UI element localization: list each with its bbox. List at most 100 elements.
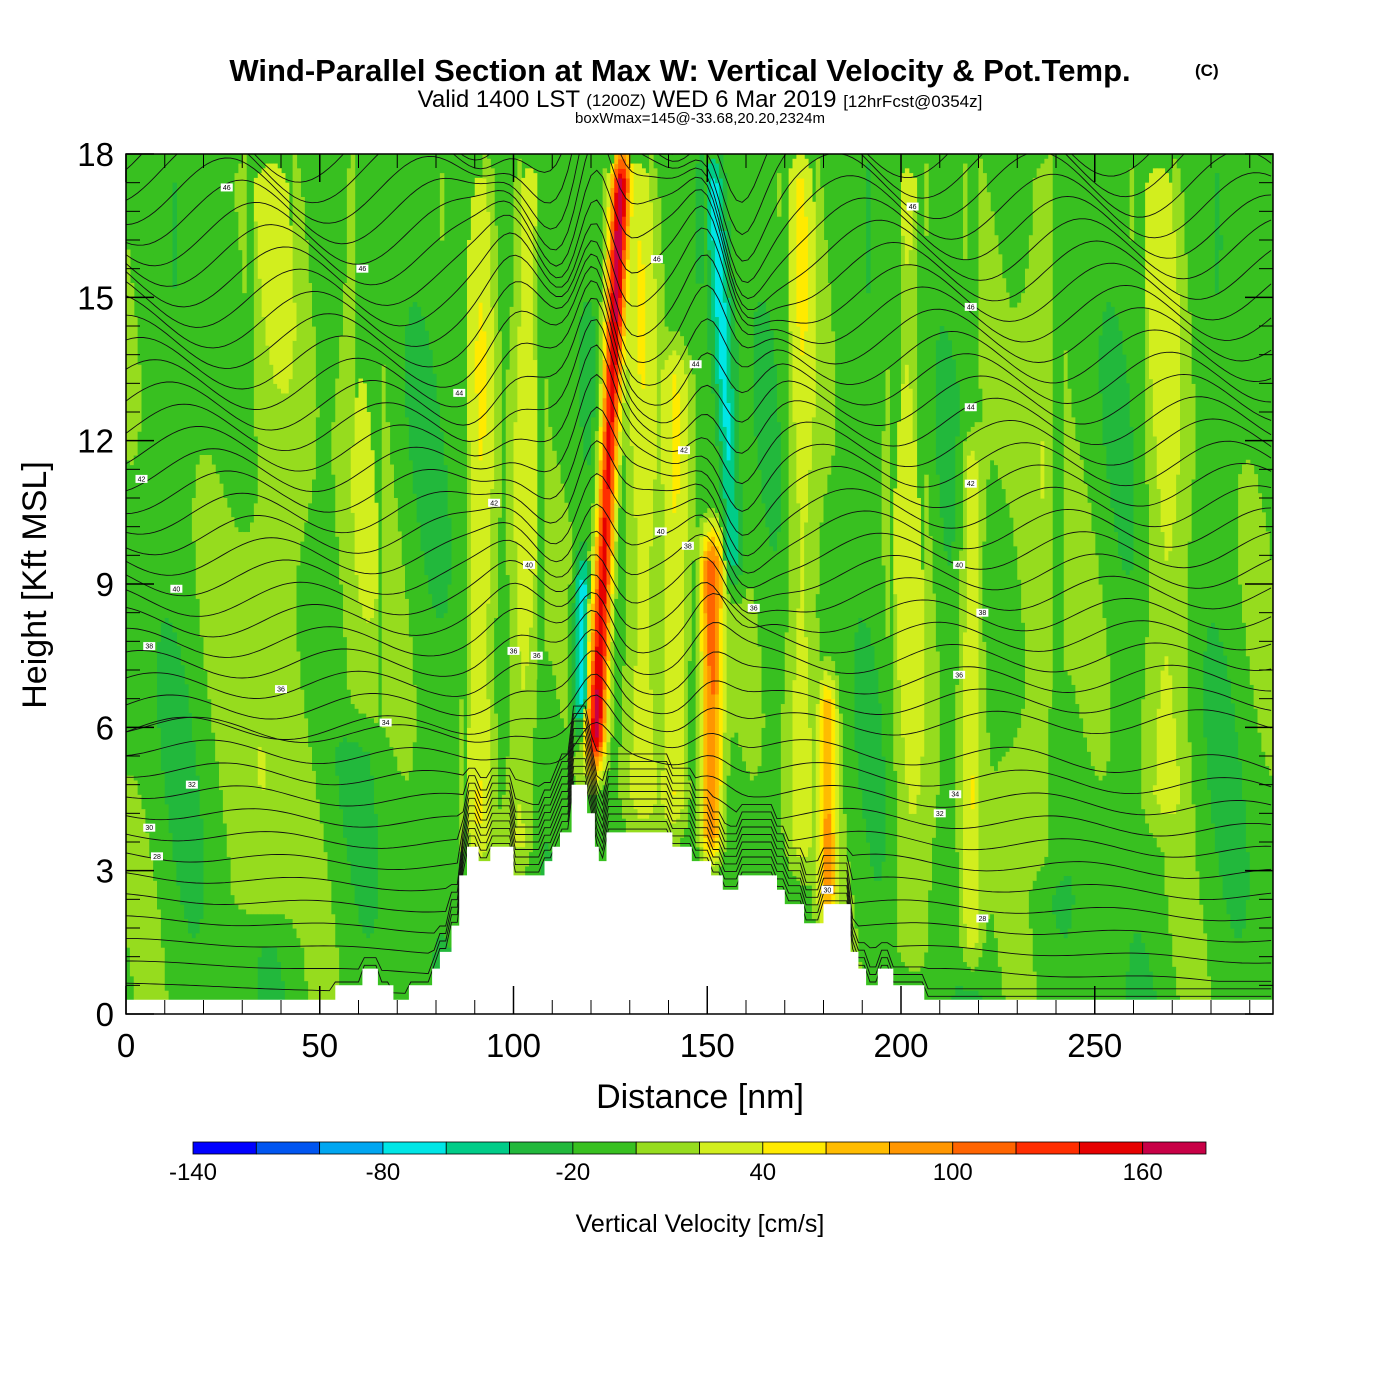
copyright-mark: (C) [1195, 61, 1219, 80]
velocity-cell [207, 698, 212, 1014]
velocity-cell [591, 316, 596, 418]
velocity-cell [172, 861, 177, 1014]
colorbar-tick-label: 100 [933, 1159, 973, 1186]
velocity-cell [858, 302, 863, 619]
velocity-cell [777, 216, 782, 423]
velocity-cell [346, 741, 352, 862]
velocity-cell [997, 966, 1003, 1014]
velocity-cell [1059, 670, 1065, 881]
velocity-cell [730, 603, 735, 738]
velocity-cell [467, 727, 472, 834]
velocity-cell [331, 474, 336, 915]
velocity-cell [393, 498, 398, 757]
velocity-cell [629, 799, 635, 838]
velocity-cell [777, 531, 782, 1014]
velocity-cell [1238, 474, 1243, 585]
isentrope-line [126, 265, 1272, 390]
velocity-cell [1176, 292, 1181, 475]
velocity-cell [711, 560, 716, 695]
velocity-cell [1245, 851, 1251, 900]
velocity-cell [168, 832, 174, 1014]
isentrope-label: 28 [976, 914, 989, 923]
velocity-cell [184, 918, 189, 1014]
velocity-cell [1013, 158, 1018, 308]
velocity-cell [598, 746, 604, 757]
velocity-cell [788, 168, 794, 332]
velocity-cell [521, 822, 526, 848]
velocity-cell [664, 359, 670, 819]
velocity-cell [963, 961, 968, 991]
velocity-cell [885, 201, 890, 370]
velocity-cell [707, 249, 712, 351]
isentrope-line [126, 773, 1272, 990]
velocity-cell [385, 206, 391, 423]
velocity-cell [757, 646, 763, 767]
velocity-cell [184, 684, 189, 920]
velocity-cell [831, 698, 836, 834]
velocity-cell [242, 908, 247, 1014]
velocity-cell [594, 612, 600, 647]
velocity-cell [718, 846, 724, 867]
velocity-cell [594, 646, 600, 690]
velocity-cell [482, 330, 487, 437]
velocity-cell [470, 197, 476, 848]
colorbar-swatch [889, 1141, 954, 1155]
velocity-cell [486, 158, 491, 212]
velocity-cell [405, 779, 410, 1014]
velocity-cell [1032, 971, 1038, 1014]
velocity-cell [870, 646, 875, 867]
velocity-cell [924, 163, 929, 236]
velocity-cell [687, 354, 693, 662]
velocity-cell [172, 182, 177, 289]
svg-text:36: 36 [955, 672, 963, 679]
velocity-cell [532, 574, 538, 728]
isentrope-line [126, 705, 1272, 816]
isentrope-label: 40 [170, 584, 183, 593]
velocity-cell [579, 560, 584, 580]
isentrope-label: 36 [747, 603, 760, 612]
velocity-cell [370, 717, 375, 776]
velocity-cell [970, 450, 976, 776]
velocity-cell [591, 631, 596, 662]
velocity-cell [854, 751, 859, 929]
velocity-cell [823, 684, 828, 700]
velocity-cell [168, 302, 174, 623]
velocity-cell [703, 306, 708, 513]
velocity-cell [722, 302, 728, 427]
velocity-cell [1017, 302, 1022, 580]
velocity-cell [1005, 751, 1011, 1014]
velocity-cell [951, 359, 956, 542]
velocity-cell [796, 154, 801, 179]
velocity-cell [343, 636, 348, 738]
velocity-cell [687, 779, 693, 800]
velocity-cell [505, 168, 511, 370]
svg-text:44: 44 [455, 390, 463, 397]
velocity-cell [405, 598, 410, 781]
velocity-cell [982, 942, 987, 1014]
velocity-cell [769, 330, 774, 547]
velocity-cell [819, 908, 825, 929]
velocity-cell [1067, 928, 1073, 1014]
velocity-cell [195, 775, 201, 934]
velocity-cell [366, 622, 371, 719]
velocity-cell [424, 330, 429, 576]
velocity-cell [153, 273, 158, 881]
velocity-cell [594, 689, 600, 738]
velocity-cell [885, 636, 890, 1014]
velocity-cell [1238, 584, 1243, 762]
velocity-cell [684, 302, 689, 346]
velocity-cell [242, 292, 247, 533]
isentrope-lines [126, 154, 1272, 997]
velocity-cell [761, 502, 766, 714]
velocity-cell [622, 154, 627, 160]
velocity-cell [401, 775, 406, 1014]
velocity-cell [366, 717, 371, 752]
velocity-cell [618, 158, 623, 169]
velocity-cell [1172, 158, 1177, 232]
velocity-cell [707, 163, 712, 251]
velocity-cell [1009, 746, 1014, 1014]
velocity-cell [370, 617, 375, 719]
velocity-cell [928, 536, 933, 891]
isentrope-line [126, 373, 1272, 512]
velocity-cell [649, 545, 654, 690]
